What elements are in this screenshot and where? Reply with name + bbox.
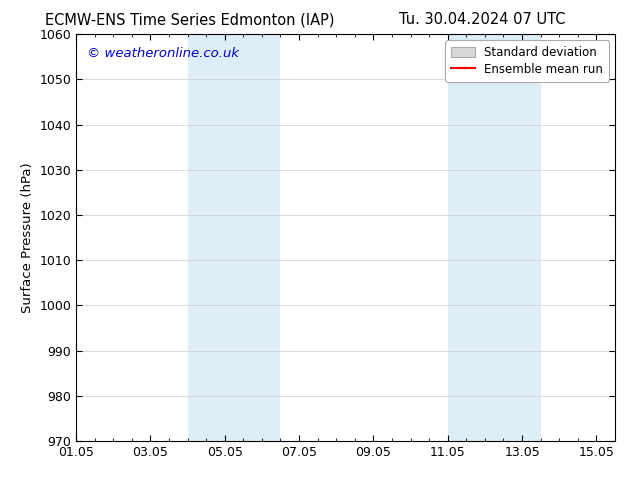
Text: Tu. 30.04.2024 07 UTC: Tu. 30.04.2024 07 UTC bbox=[399, 12, 565, 27]
Legend: Standard deviation, Ensemble mean run: Standard deviation, Ensemble mean run bbox=[445, 40, 609, 81]
Bar bbox=[448, 34, 541, 441]
Text: © weatheronline.co.uk: © weatheronline.co.uk bbox=[87, 47, 239, 59]
Text: ECMW-ENS Time Series Edmonton (IAP): ECMW-ENS Time Series Edmonton (IAP) bbox=[46, 12, 335, 27]
Y-axis label: Surface Pressure (hPa): Surface Pressure (hPa) bbox=[21, 162, 34, 313]
Bar bbox=[188, 34, 280, 441]
